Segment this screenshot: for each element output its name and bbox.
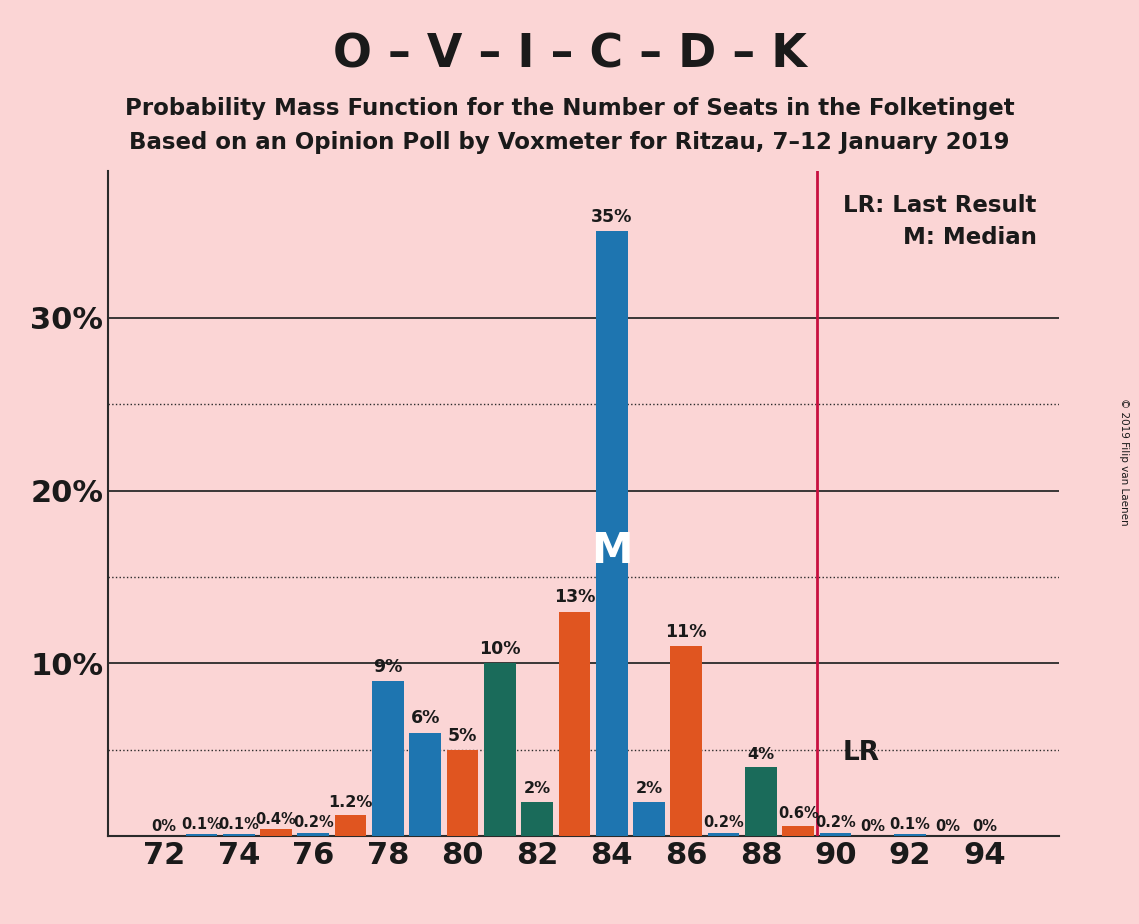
Text: 0%: 0% xyxy=(973,819,997,833)
Text: © 2019 Filip van Laenen: © 2019 Filip van Laenen xyxy=(1120,398,1129,526)
Bar xyxy=(596,231,628,836)
Text: 0.1%: 0.1% xyxy=(181,817,222,832)
Bar xyxy=(297,833,329,836)
Text: 5%: 5% xyxy=(448,726,477,745)
Text: O – V – I – C – D – K: O – V – I – C – D – K xyxy=(333,32,806,78)
Bar xyxy=(820,833,851,836)
Text: 0.2%: 0.2% xyxy=(293,815,334,830)
Bar xyxy=(707,833,739,836)
Text: 2%: 2% xyxy=(636,782,663,796)
Text: 6%: 6% xyxy=(410,710,440,727)
Text: 2%: 2% xyxy=(524,782,550,796)
Text: 1.2%: 1.2% xyxy=(328,796,372,810)
Text: 0.6%: 0.6% xyxy=(778,806,819,821)
Text: 0.1%: 0.1% xyxy=(219,817,260,832)
Text: 0.2%: 0.2% xyxy=(703,815,744,830)
Text: 9%: 9% xyxy=(374,658,402,675)
Text: 11%: 11% xyxy=(665,623,707,641)
Text: 35%: 35% xyxy=(591,208,632,226)
Bar xyxy=(446,749,478,836)
Bar xyxy=(633,802,665,836)
Text: 13%: 13% xyxy=(554,589,595,606)
Bar xyxy=(484,663,516,836)
Bar xyxy=(186,834,218,836)
Text: M: Median: M: Median xyxy=(902,226,1036,249)
Text: Probability Mass Function for the Number of Seats in the Folketinget: Probability Mass Function for the Number… xyxy=(124,97,1015,120)
Bar xyxy=(745,767,777,836)
Bar xyxy=(671,646,702,836)
Bar xyxy=(372,681,404,836)
Text: 10%: 10% xyxy=(480,640,521,658)
Text: 0.2%: 0.2% xyxy=(816,815,855,830)
Text: 0%: 0% xyxy=(860,819,885,833)
Text: LR: LR xyxy=(843,740,880,766)
Bar xyxy=(409,733,441,836)
Bar xyxy=(260,830,292,836)
Bar xyxy=(335,816,367,836)
Text: 0.1%: 0.1% xyxy=(890,817,931,832)
Text: 0.4%: 0.4% xyxy=(255,811,296,827)
Text: 0%: 0% xyxy=(151,819,177,833)
Text: 4%: 4% xyxy=(747,747,775,762)
Bar xyxy=(223,834,255,836)
Bar xyxy=(558,612,590,836)
Bar xyxy=(522,802,552,836)
Bar xyxy=(782,826,814,836)
Text: M: M xyxy=(591,530,632,572)
Bar xyxy=(894,834,926,836)
Text: LR: Last Result: LR: Last Result xyxy=(843,194,1036,217)
Text: 0%: 0% xyxy=(935,819,960,833)
Text: Based on an Opinion Poll by Voxmeter for Ritzau, 7–12 January 2019: Based on an Opinion Poll by Voxmeter for… xyxy=(129,131,1010,154)
